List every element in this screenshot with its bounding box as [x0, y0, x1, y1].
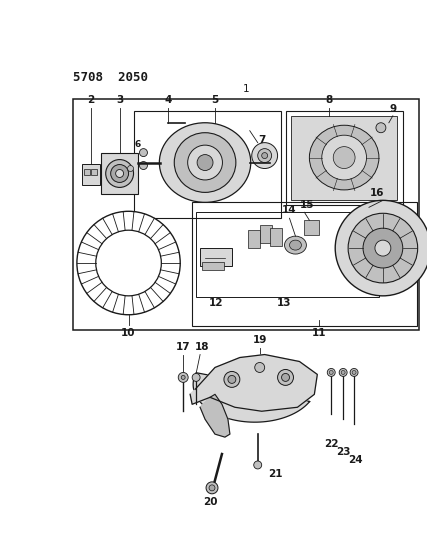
Circle shape	[350, 368, 358, 376]
Circle shape	[96, 230, 161, 296]
Ellipse shape	[187, 145, 223, 180]
Bar	[200, 248, 232, 266]
Text: 7: 7	[258, 135, 265, 144]
Ellipse shape	[322, 135, 366, 180]
Circle shape	[140, 161, 147, 169]
Bar	[285, 111, 403, 205]
Circle shape	[376, 123, 386, 133]
Circle shape	[339, 368, 347, 376]
Circle shape	[128, 166, 134, 172]
Bar	[304, 220, 319, 235]
Circle shape	[116, 169, 124, 177]
Bar	[134, 111, 281, 218]
Bar	[192, 203, 417, 326]
Text: 8: 8	[326, 95, 333, 105]
Circle shape	[197, 155, 213, 171]
Text: 5: 5	[211, 95, 219, 105]
Circle shape	[262, 152, 268, 158]
Text: 10: 10	[121, 328, 136, 338]
Circle shape	[348, 213, 418, 283]
Bar	[202, 262, 224, 270]
Text: 5708  2050: 5708 2050	[73, 71, 148, 84]
Ellipse shape	[333, 147, 355, 168]
Text: 18: 18	[195, 342, 209, 352]
Bar	[82, 164, 100, 185]
Polygon shape	[190, 354, 317, 411]
Text: 15: 15	[300, 200, 315, 211]
Bar	[196, 212, 379, 297]
Circle shape	[258, 149, 272, 163]
Circle shape	[106, 159, 134, 188]
Bar	[291, 116, 397, 200]
Circle shape	[363, 228, 403, 268]
Text: 12: 12	[209, 298, 223, 308]
Ellipse shape	[159, 123, 251, 203]
Text: 4: 4	[165, 95, 172, 105]
Text: 9: 9	[389, 104, 396, 114]
Circle shape	[335, 200, 428, 296]
Bar	[84, 168, 90, 175]
Circle shape	[206, 482, 218, 494]
Text: 16: 16	[370, 188, 384, 198]
Bar	[91, 168, 97, 175]
Bar	[73, 99, 419, 330]
Text: 1: 1	[243, 84, 249, 94]
Text: 21: 21	[268, 469, 282, 479]
Ellipse shape	[285, 236, 306, 254]
Circle shape	[254, 461, 262, 469]
Text: 23: 23	[336, 447, 351, 457]
Circle shape	[77, 211, 180, 315]
Text: 19: 19	[253, 335, 267, 345]
Bar	[260, 225, 272, 243]
Circle shape	[352, 370, 356, 375]
Circle shape	[228, 375, 236, 383]
Text: 6: 6	[134, 140, 141, 149]
Text: 14: 14	[282, 205, 297, 215]
Circle shape	[224, 372, 240, 387]
Circle shape	[140, 149, 147, 157]
Circle shape	[255, 362, 265, 373]
Circle shape	[341, 370, 345, 375]
Circle shape	[327, 368, 335, 376]
Text: 3: 3	[116, 95, 123, 105]
Bar	[270, 228, 282, 246]
Text: 20: 20	[203, 497, 217, 507]
Circle shape	[329, 370, 333, 375]
Ellipse shape	[289, 240, 301, 250]
Bar	[248, 230, 260, 248]
Polygon shape	[200, 394, 230, 437]
Circle shape	[209, 485, 215, 491]
Circle shape	[111, 165, 128, 182]
Text: 13: 13	[277, 298, 292, 308]
Circle shape	[181, 375, 185, 379]
Text: 24: 24	[348, 455, 363, 465]
Circle shape	[192, 374, 200, 382]
Polygon shape	[193, 373, 309, 422]
Text: 2: 2	[87, 95, 95, 105]
Circle shape	[252, 143, 278, 168]
Text: 22: 22	[324, 439, 339, 449]
Circle shape	[178, 373, 188, 382]
Ellipse shape	[174, 133, 236, 192]
Circle shape	[375, 240, 391, 256]
Text: 17: 17	[176, 342, 190, 352]
Bar	[101, 152, 139, 195]
Circle shape	[282, 374, 289, 382]
Ellipse shape	[309, 125, 379, 190]
Circle shape	[278, 369, 294, 385]
Text: 11: 11	[312, 328, 327, 338]
